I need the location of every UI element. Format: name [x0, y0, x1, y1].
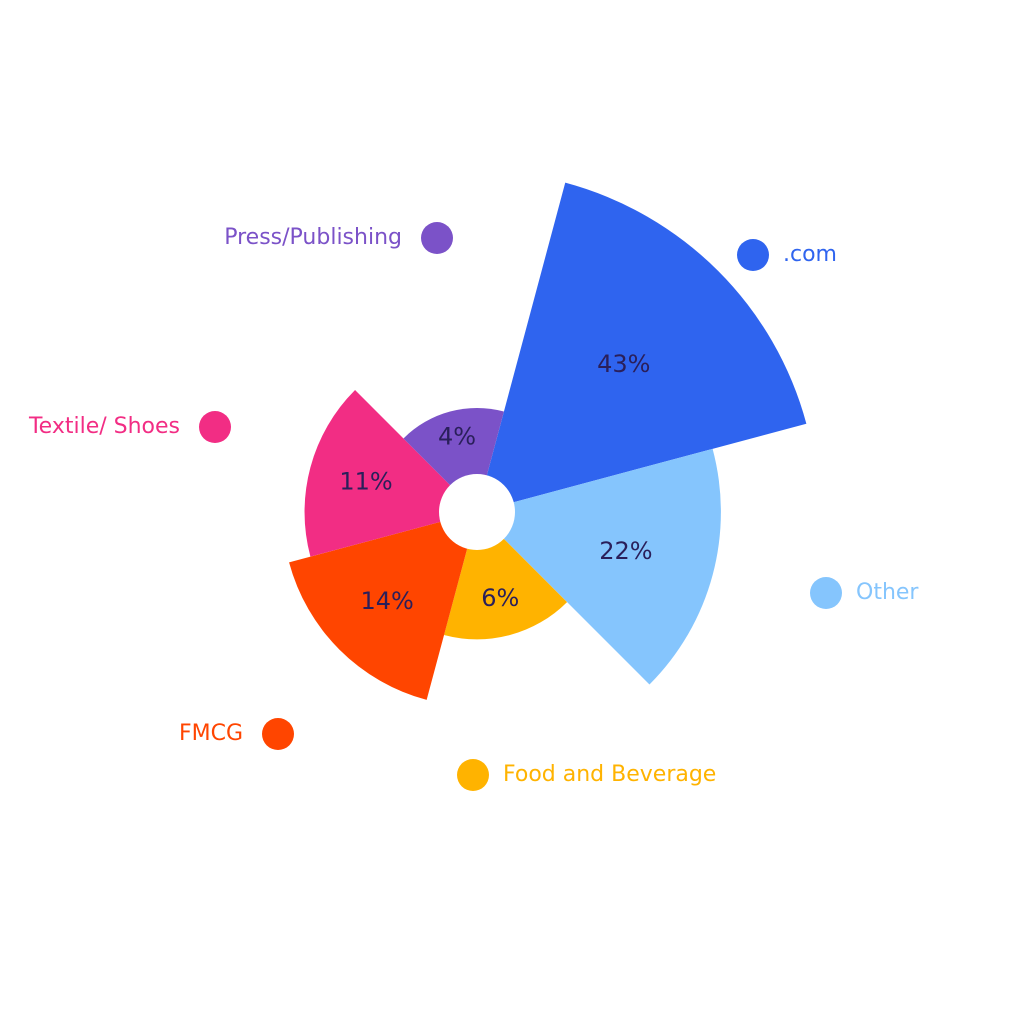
sector	[477, 448, 721, 685]
data-label: 6%	[481, 584, 519, 612]
legend-label: Press/Publishing	[224, 225, 402, 250]
legend-dot	[262, 718, 294, 750]
data-label: 22%	[599, 537, 652, 565]
legend-label: FMCG	[178, 721, 243, 746]
legend-label: .com	[783, 242, 837, 267]
legend-dot	[737, 239, 769, 271]
data-label: 14%	[361, 587, 414, 615]
legend-label: Textile/ Shoes	[28, 414, 180, 439]
legend-label: Food and Beverage	[503, 762, 717, 787]
sector	[289, 512, 477, 700]
legend-dot	[421, 222, 453, 254]
sector	[304, 390, 477, 557]
sector	[477, 182, 807, 513]
data-label: 11%	[339, 467, 392, 495]
legend-dot	[199, 411, 231, 443]
data-label: 43%	[597, 350, 650, 378]
legend-label: Other	[856, 580, 919, 605]
legend-dot	[457, 759, 489, 791]
legend-dot	[810, 577, 842, 609]
center-hole	[439, 474, 515, 550]
data-label: 4%	[438, 422, 476, 450]
